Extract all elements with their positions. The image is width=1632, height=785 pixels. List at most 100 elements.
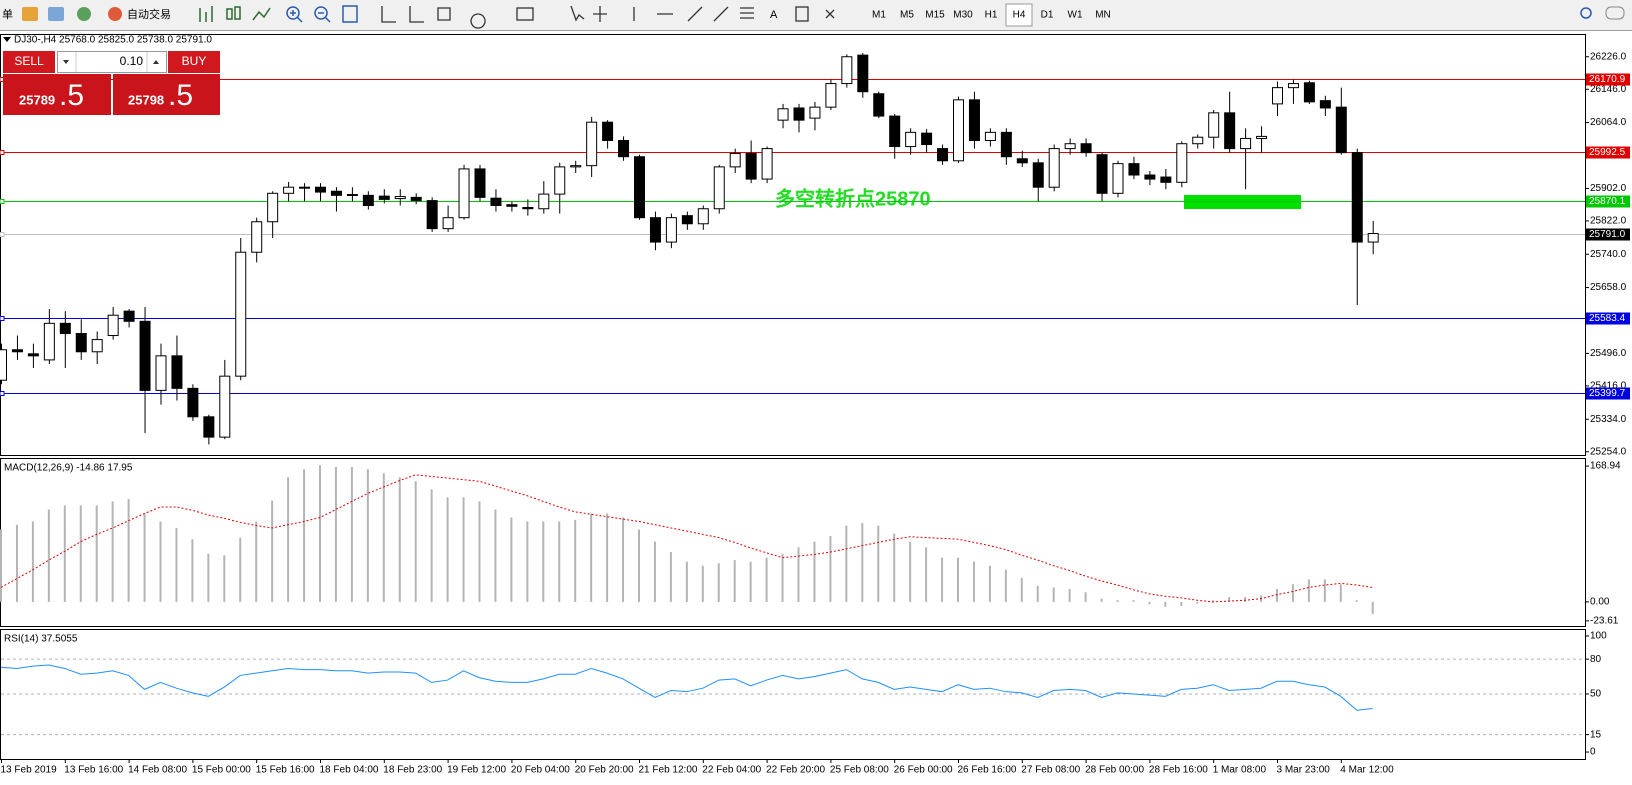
candle-body — [634, 156, 645, 219]
x-tick-label: 20 Feb 20:00 — [575, 765, 634, 776]
annotation: 多空转折点25870 — [775, 186, 931, 210]
candle-body — [1048, 148, 1060, 188]
candle-body — [410, 196, 422, 202]
candle-body — [1176, 143, 1188, 183]
ask-price[interactable]: 25798 — [128, 92, 164, 107]
x-tick-label: 19 Feb 12:00 — [447, 765, 506, 776]
candle-body — [203, 416, 215, 438]
macd-signal — [0, 474, 1373, 603]
bid-box[interactable] — [3, 74, 111, 115]
symbol-icon — [3, 37, 11, 42]
search-icon[interactable] — [1580, 7, 1592, 19]
x-tick-label: 20 Feb 04:00 — [511, 765, 570, 776]
x-tick-label: 25 Feb 08:00 — [830, 765, 889, 776]
timeframe-button[interactable]: H4 — [1013, 10, 1026, 21]
trade-panel: SELL 0.10 BUY 25789 .5 25798 .5 — [3, 51, 220, 115]
menu-label[interactable]: 单 — [2, 8, 13, 21]
text-tool[interactable]: A — [770, 9, 778, 21]
autotrade-label[interactable]: 自动交易 — [127, 7, 171, 21]
y-tick-label: 25740.0 — [1590, 249, 1627, 260]
candle-body — [905, 131, 917, 148]
x-tick-label: 26 Feb 16:00 — [958, 765, 1017, 776]
candle-body — [1032, 162, 1044, 188]
candle-body — [1240, 137, 1252, 150]
x-tick-label: 4 Mar 12:00 — [1340, 765, 1394, 776]
lot-down[interactable] — [63, 60, 69, 64]
lot-input[interactable] — [57, 51, 167, 73]
timeframe-button[interactable]: D1 — [1041, 10, 1054, 21]
level-anchor — [0, 316, 5, 321]
candle-body — [713, 166, 725, 210]
lot-up[interactable] — [153, 60, 159, 64]
candle-body — [187, 387, 199, 418]
rsi-line — [0, 664, 1373, 711]
level-label: 25583.4 — [1589, 313, 1626, 324]
icon[interactable] — [22, 7, 38, 21]
chart-type-icons[interactable] — [199, 6, 271, 22]
y-tick-label: 100 — [1590, 631, 1607, 642]
bid-fraction[interactable]: .5 — [59, 79, 84, 112]
marks: 26226.0 26146.0 26064.0 25902.0 25822.0 25740… — [0, 51, 1630, 776]
chat-icon[interactable] — [1605, 6, 1625, 20]
x-tick-label: 28 Feb 16:00 — [1149, 765, 1208, 776]
y-tick-label: 25334.0 — [1590, 414, 1627, 425]
candle-body — [1096, 154, 1108, 194]
icon[interactable] — [77, 7, 91, 21]
y-tick-label: 25496.0 — [1590, 348, 1627, 359]
timeframe-button[interactable]: MN — [1095, 10, 1111, 21]
candle-body — [474, 168, 486, 198]
timeframe-bar: M1 M5 M15 M30 H1 H4 D1 W1 MN — [872, 3, 1111, 27]
bid-price[interactable]: 25789 — [19, 92, 55, 107]
candle-body — [953, 99, 964, 162]
sell-label[interactable]: SELL — [14, 54, 44, 68]
buy-button[interactable] — [168, 51, 220, 73]
candle-body — [586, 121, 598, 167]
candle-body — [139, 320, 151, 391]
y-tick-label: 26064.0 — [1590, 117, 1627, 128]
autotrade-icon[interactable] — [108, 7, 122, 21]
candle-body — [283, 186, 295, 194]
candle-body — [554, 166, 566, 195]
candle-body — [267, 192, 279, 223]
tool-icons[interactable] — [381, 5, 835, 29]
ask-box[interactable] — [113, 74, 220, 115]
x-tick-label: 27 Feb 08:00 — [1021, 765, 1080, 776]
ask-fraction[interactable]: .5 — [168, 79, 193, 112]
candle-body — [1144, 174, 1156, 180]
candle-body — [618, 139, 630, 158]
level-anchor — [0, 391, 5, 396]
candle-body — [1016, 158, 1028, 164]
sell-button[interactable] — [3, 51, 55, 73]
timeframe-button[interactable]: H1 — [985, 10, 998, 21]
candle-body — [1192, 136, 1204, 145]
timeframe-button[interactable]: M30 — [953, 10, 973, 21]
candle-body — [1208, 112, 1220, 138]
zoom-icons[interactable] — [286, 5, 358, 23]
candle-body — [490, 197, 502, 206]
level-box — [1586, 228, 1630, 241]
candle-body — [11, 349, 23, 353]
x-tick-label: 28 Feb 00:00 — [1085, 765, 1144, 776]
timeframe-button[interactable]: W1 — [1068, 10, 1083, 21]
y-tick-label: 80 — [1590, 654, 1602, 665]
candle-body — [506, 204, 518, 207]
level-box — [1586, 146, 1630, 159]
rsi-title: RSI(14) 37.5055 — [4, 634, 78, 645]
icon[interactable] — [48, 7, 64, 21]
lot-value[interactable]: 0.10 — [120, 54, 144, 68]
candle-body — [0, 349, 7, 381]
toolbar — [0, 0, 1632, 30]
candle-body — [1367, 233, 1379, 243]
y-tick-label: 26146.0 — [1590, 84, 1627, 95]
y-tick-label: 25254.0 — [1590, 446, 1627, 457]
buy-label[interactable]: BUY — [182, 54, 207, 68]
candle-body — [315, 186, 326, 193]
timeframe-button[interactable]: M15 — [925, 10, 945, 21]
candle-body — [1335, 106, 1347, 154]
timeframe-button[interactable]: M1 — [872, 10, 886, 21]
timeframe-button[interactable]: M5 — [900, 10, 914, 21]
x-tick-label: 22 Feb 04:00 — [702, 765, 761, 776]
candle-body — [1000, 131, 1012, 158]
candle-body — [362, 194, 374, 206]
candle-body — [299, 186, 311, 189]
